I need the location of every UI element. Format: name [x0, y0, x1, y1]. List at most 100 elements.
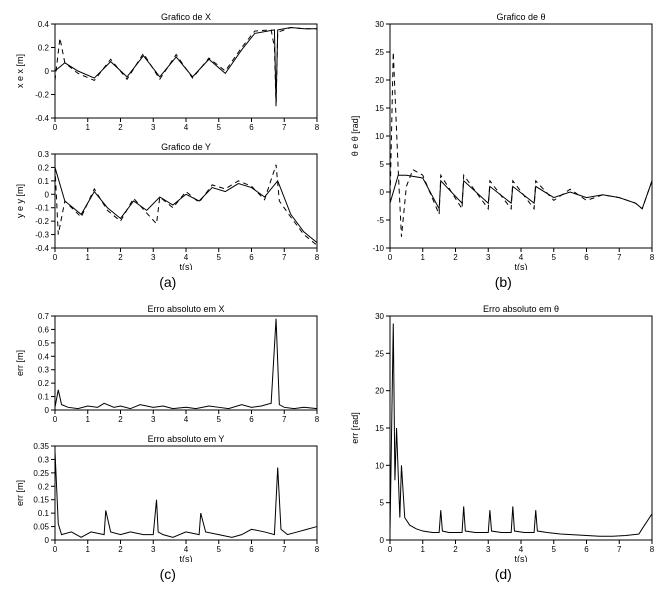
- svg-text:2: 2: [118, 253, 123, 262]
- svg-text:4: 4: [184, 415, 189, 424]
- svg-text:2: 2: [454, 253, 459, 262]
- svg-text:err [m]: err [m]: [15, 480, 25, 506]
- svg-text:20: 20: [375, 76, 384, 85]
- chart-title: Grafico de Y: [161, 142, 211, 152]
- panel-a: Grafico de X012345678-0.4-0.200.20.4x e …: [10, 10, 326, 290]
- svg-text:2: 2: [118, 123, 123, 132]
- svg-text:0: 0: [44, 406, 49, 415]
- svg-text:0: 0: [53, 253, 58, 262]
- svg-text:-0.4: -0.4: [35, 244, 49, 253]
- svg-text:20: 20: [375, 387, 384, 396]
- svg-text:0.4: 0.4: [38, 352, 50, 361]
- series-line: [55, 165, 317, 246]
- svg-text:0.15: 0.15: [33, 496, 49, 505]
- svg-text:0: 0: [44, 67, 49, 76]
- svg-text:0.25: 0.25: [33, 469, 49, 478]
- svg-text:-0.1: -0.1: [35, 204, 49, 213]
- svg-text:7: 7: [282, 415, 287, 424]
- svg-text:5: 5: [216, 545, 221, 554]
- svg-text:θ e θ [rad]: θ e θ [rad]: [350, 116, 360, 157]
- svg-text:10: 10: [375, 132, 384, 141]
- panel-d: Erro absoluto em θ012345678051015202530t…: [346, 302, 662, 582]
- svg-text:8: 8: [650, 253, 655, 262]
- svg-text:0.3: 0.3: [38, 366, 50, 375]
- chart-title: Erro absoluto em Y: [147, 434, 224, 444]
- svg-text:1: 1: [85, 253, 90, 262]
- svg-text:7: 7: [282, 545, 287, 554]
- svg-text:6: 6: [249, 123, 254, 132]
- svg-text:0.2: 0.2: [38, 379, 50, 388]
- svg-text:0: 0: [53, 415, 58, 424]
- svg-text:0: 0: [44, 190, 49, 199]
- svg-text:5: 5: [380, 499, 385, 508]
- svg-text:8: 8: [315, 253, 320, 262]
- series-line: [55, 319, 317, 409]
- svg-text:4: 4: [184, 123, 189, 132]
- svg-text:30: 30: [375, 20, 384, 29]
- svg-text:1: 1: [85, 545, 90, 554]
- svg-text:6: 6: [585, 545, 590, 554]
- svg-text:0.7: 0.7: [38, 312, 50, 321]
- svg-text:t(s): t(s): [515, 262, 528, 270]
- svg-text:7: 7: [617, 545, 622, 554]
- svg-text:0.3: 0.3: [38, 455, 50, 464]
- chart-svg: Grafico de X012345678-0.4-0.200.20.4x e …: [13, 10, 323, 270]
- svg-text:4: 4: [519, 253, 524, 262]
- svg-text:0: 0: [53, 123, 58, 132]
- svg-text:6: 6: [585, 253, 590, 262]
- svg-text:t(s): t(s): [179, 554, 192, 562]
- svg-text:0.2: 0.2: [38, 163, 50, 172]
- svg-text:-10: -10: [373, 244, 385, 253]
- svg-text:0.1: 0.1: [38, 393, 50, 402]
- chart-title: Erro absoluto em θ: [483, 304, 559, 314]
- svg-text:0.2: 0.2: [38, 44, 50, 53]
- svg-text:3: 3: [151, 253, 156, 262]
- svg-text:2: 2: [118, 415, 123, 424]
- svg-text:0.2: 0.2: [38, 482, 50, 491]
- svg-text:5: 5: [552, 545, 557, 554]
- svg-text:1: 1: [85, 123, 90, 132]
- svg-text:0: 0: [380, 188, 385, 197]
- svg-text:x e x [m]: x e x [m]: [15, 54, 25, 88]
- series-line: [390, 323, 652, 536]
- svg-text:8: 8: [650, 545, 655, 554]
- svg-text:err [rad]: err [rad]: [350, 412, 360, 444]
- chart-svg: Grafico de θ012345678-10-5051015202530t(…: [348, 10, 658, 270]
- svg-text:8: 8: [315, 415, 320, 424]
- svg-text:30: 30: [375, 312, 384, 321]
- svg-text:-0.3: -0.3: [35, 231, 49, 240]
- svg-text:0: 0: [388, 545, 393, 554]
- chart-title: Grafico de θ: [497, 12, 546, 22]
- svg-text:1: 1: [421, 253, 426, 262]
- svg-text:4: 4: [184, 545, 189, 554]
- svg-text:0: 0: [53, 545, 58, 554]
- subcaption: (c): [160, 566, 176, 582]
- chart-svg: Erro absoluto em X 0 1 2 3 4 5 6 7 8 0 0.1 0.2 0.3 0.4…: [13, 302, 323, 562]
- chart-title: Grafico de X: [161, 12, 211, 22]
- svg-text:5: 5: [216, 415, 221, 424]
- subcaption: (b): [495, 274, 512, 290]
- svg-text:15: 15: [375, 424, 384, 433]
- svg-text:6: 6: [249, 415, 254, 424]
- svg-text:5: 5: [380, 160, 385, 169]
- svg-text:0: 0: [44, 536, 49, 545]
- chart-svg: Erro absoluto em θ012345678051015202530t…: [348, 302, 658, 562]
- svg-text:t(s): t(s): [179, 262, 192, 270]
- svg-text:10: 10: [375, 461, 384, 470]
- svg-text:err [m]: err [m]: [15, 350, 25, 376]
- svg-text:2: 2: [454, 545, 459, 554]
- panel-c: Erro absoluto em X 0 1 2 3 4 5 6 7 8 0 0.1 0.2 0.3 0.4…: [10, 302, 326, 582]
- svg-text:1: 1: [421, 545, 426, 554]
- svg-text:-0.4: -0.4: [35, 114, 49, 123]
- panel-b: Grafico de θ012345678-10-5051015202530t(…: [346, 10, 662, 290]
- series-line: [55, 451, 317, 537]
- svg-text:3: 3: [151, 545, 156, 554]
- subcaption: (d): [495, 566, 512, 582]
- chart-title: Erro absoluto em X: [147, 304, 224, 314]
- svg-text:25: 25: [375, 349, 384, 358]
- svg-text:7: 7: [282, 123, 287, 132]
- subcaption: (a): [159, 274, 176, 290]
- svg-text:-0.2: -0.2: [35, 91, 49, 100]
- svg-text:-5: -5: [377, 216, 385, 225]
- svg-text:8: 8: [315, 123, 320, 132]
